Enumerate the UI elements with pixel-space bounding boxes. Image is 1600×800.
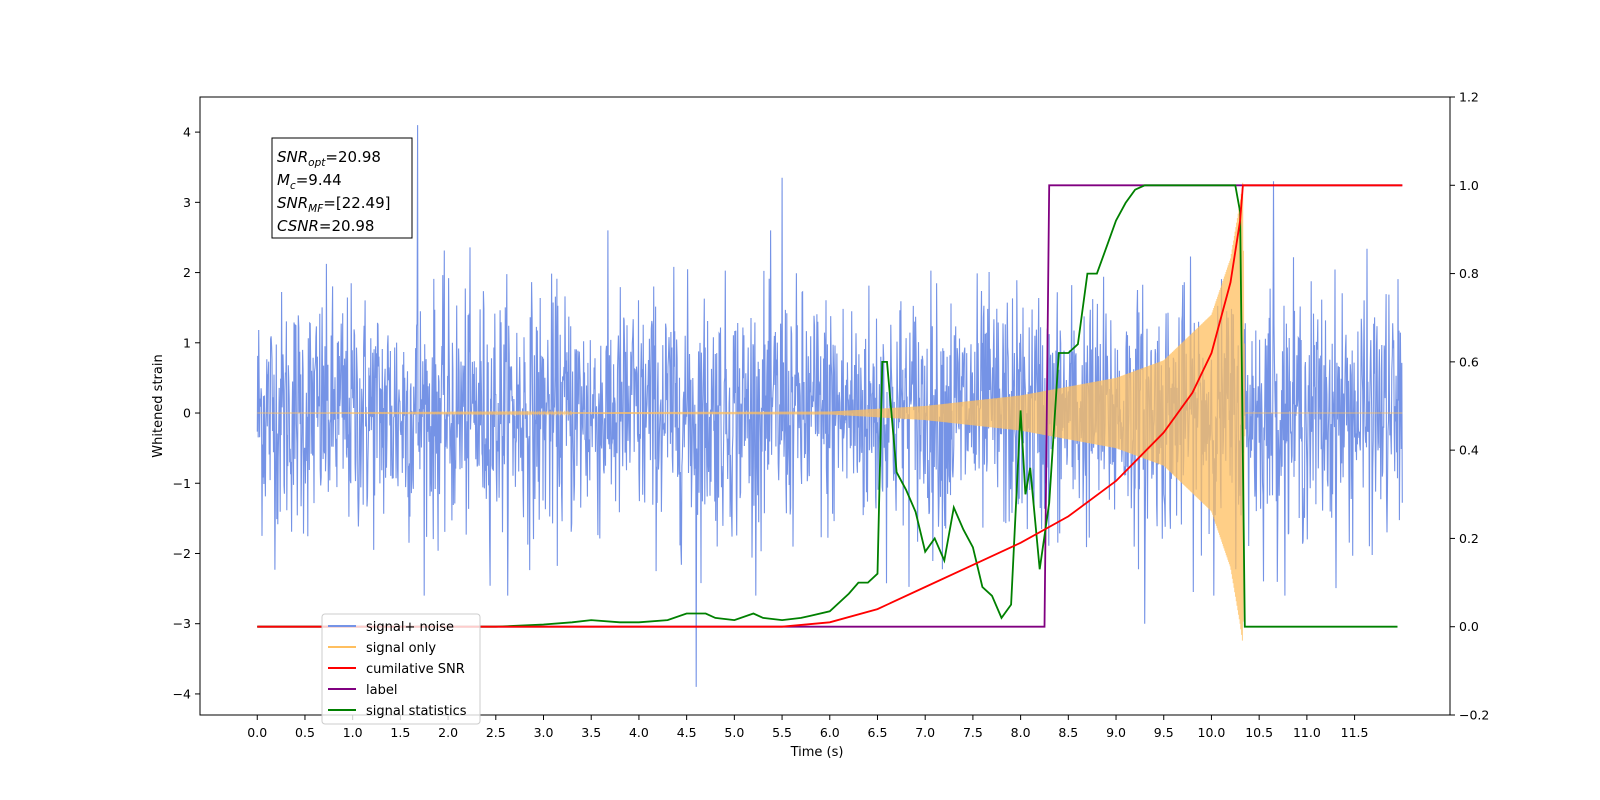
x-tick-label: 4.5 <box>677 725 697 740</box>
annotation-line: Mc=9.44 <box>277 171 342 192</box>
legend-label: signal+ noise <box>366 620 454 635</box>
y2-tick-label: 0.6 <box>1459 354 1479 369</box>
y2-tick-label: 0.0 <box>1459 619 1479 634</box>
annotation-line: CSNR=20.98 <box>277 217 374 235</box>
x-tick-label: 1.0 <box>343 725 363 740</box>
x-tick-label: 3.0 <box>534 725 554 740</box>
y2-tick-label: −0.2 <box>1459 708 1489 723</box>
legend: signal+ noise signal only cumilative SNR la… <box>321 613 481 725</box>
x-axis-label: Time (s) <box>790 745 844 760</box>
x-tick-label: 8.0 <box>1011 725 1031 740</box>
x-tick-label: 6.5 <box>868 725 888 740</box>
y-tick-label: −2 <box>173 546 191 561</box>
legend-label: cumilative SNR <box>366 662 465 677</box>
x-tick-label: 7.0 <box>915 725 935 740</box>
y-tick-label: 4 <box>183 125 191 140</box>
x-tick-label: 11.5 <box>1341 725 1369 740</box>
x-tick-label: 9.0 <box>1106 725 1126 740</box>
y-tick-label: −1 <box>173 476 191 491</box>
y2-tick-label: 0.8 <box>1459 266 1479 281</box>
x-tick-label: 0.5 <box>295 725 315 740</box>
x-tick-label: 5.0 <box>724 725 744 740</box>
x-tick-label: 8.5 <box>1058 725 1078 740</box>
x-tick-label: 11.0 <box>1293 725 1321 740</box>
y-tick-label: −3 <box>173 616 191 631</box>
x-tick-label: 4.0 <box>629 725 649 740</box>
x-tick-label: 2.0 <box>438 725 458 740</box>
series-signal-statistics <box>257 184 1398 628</box>
legend-frame <box>321 613 481 725</box>
x-tick-label: 6.0 <box>820 725 840 740</box>
y2-tick-label: 1.0 <box>1459 178 1479 193</box>
legend-label: signal only <box>366 641 436 656</box>
x-tick-label: 2.5 <box>486 725 506 740</box>
y-tick-label: 2 <box>183 265 191 280</box>
x-tick-label: 10.5 <box>1245 725 1273 740</box>
legend-label: signal statistics <box>366 704 467 719</box>
y-tick-label: −4 <box>173 686 191 701</box>
x-tick-label: 1.5 <box>390 725 410 740</box>
y2-tick-label: 1.2 <box>1459 90 1479 105</box>
plot-area <box>256 125 1403 687</box>
y2-tick-label: 0.2 <box>1459 531 1479 546</box>
legend-label: label <box>366 683 397 698</box>
x-tick-label: 7.5 <box>963 725 983 740</box>
y-axis-label: Whitened strain <box>151 354 166 457</box>
x-tick-label: 0.0 <box>247 725 267 740</box>
y-tick-label: 1 <box>183 335 191 350</box>
axes: 0.0 0.5 1.0 1.5 2.0 2.5 3.0 3.5 4.0 4.5 5.0 5.5 6.0 6… <box>173 90 1490 741</box>
annotation-line: SNRMF=[22.49] <box>277 194 391 215</box>
x-tick-label: 5.5 <box>772 725 792 740</box>
series-signal-only <box>257 182 1403 641</box>
x-tick-label: 10.0 <box>1198 725 1226 740</box>
y2-tick-label: 0.4 <box>1459 443 1479 458</box>
plot-frame <box>199 96 1451 716</box>
x-tick-label: 9.5 <box>1154 725 1174 740</box>
series-cumilative-SNR <box>257 184 1403 628</box>
annotation-box-frame <box>271 137 413 239</box>
x-tick-label: 3.5 <box>581 725 601 740</box>
y-tick-label: 3 <box>183 195 191 210</box>
y-tick-label: 0 <box>183 406 191 421</box>
annotation-line: SNRopt=20.98 <box>277 148 381 169</box>
